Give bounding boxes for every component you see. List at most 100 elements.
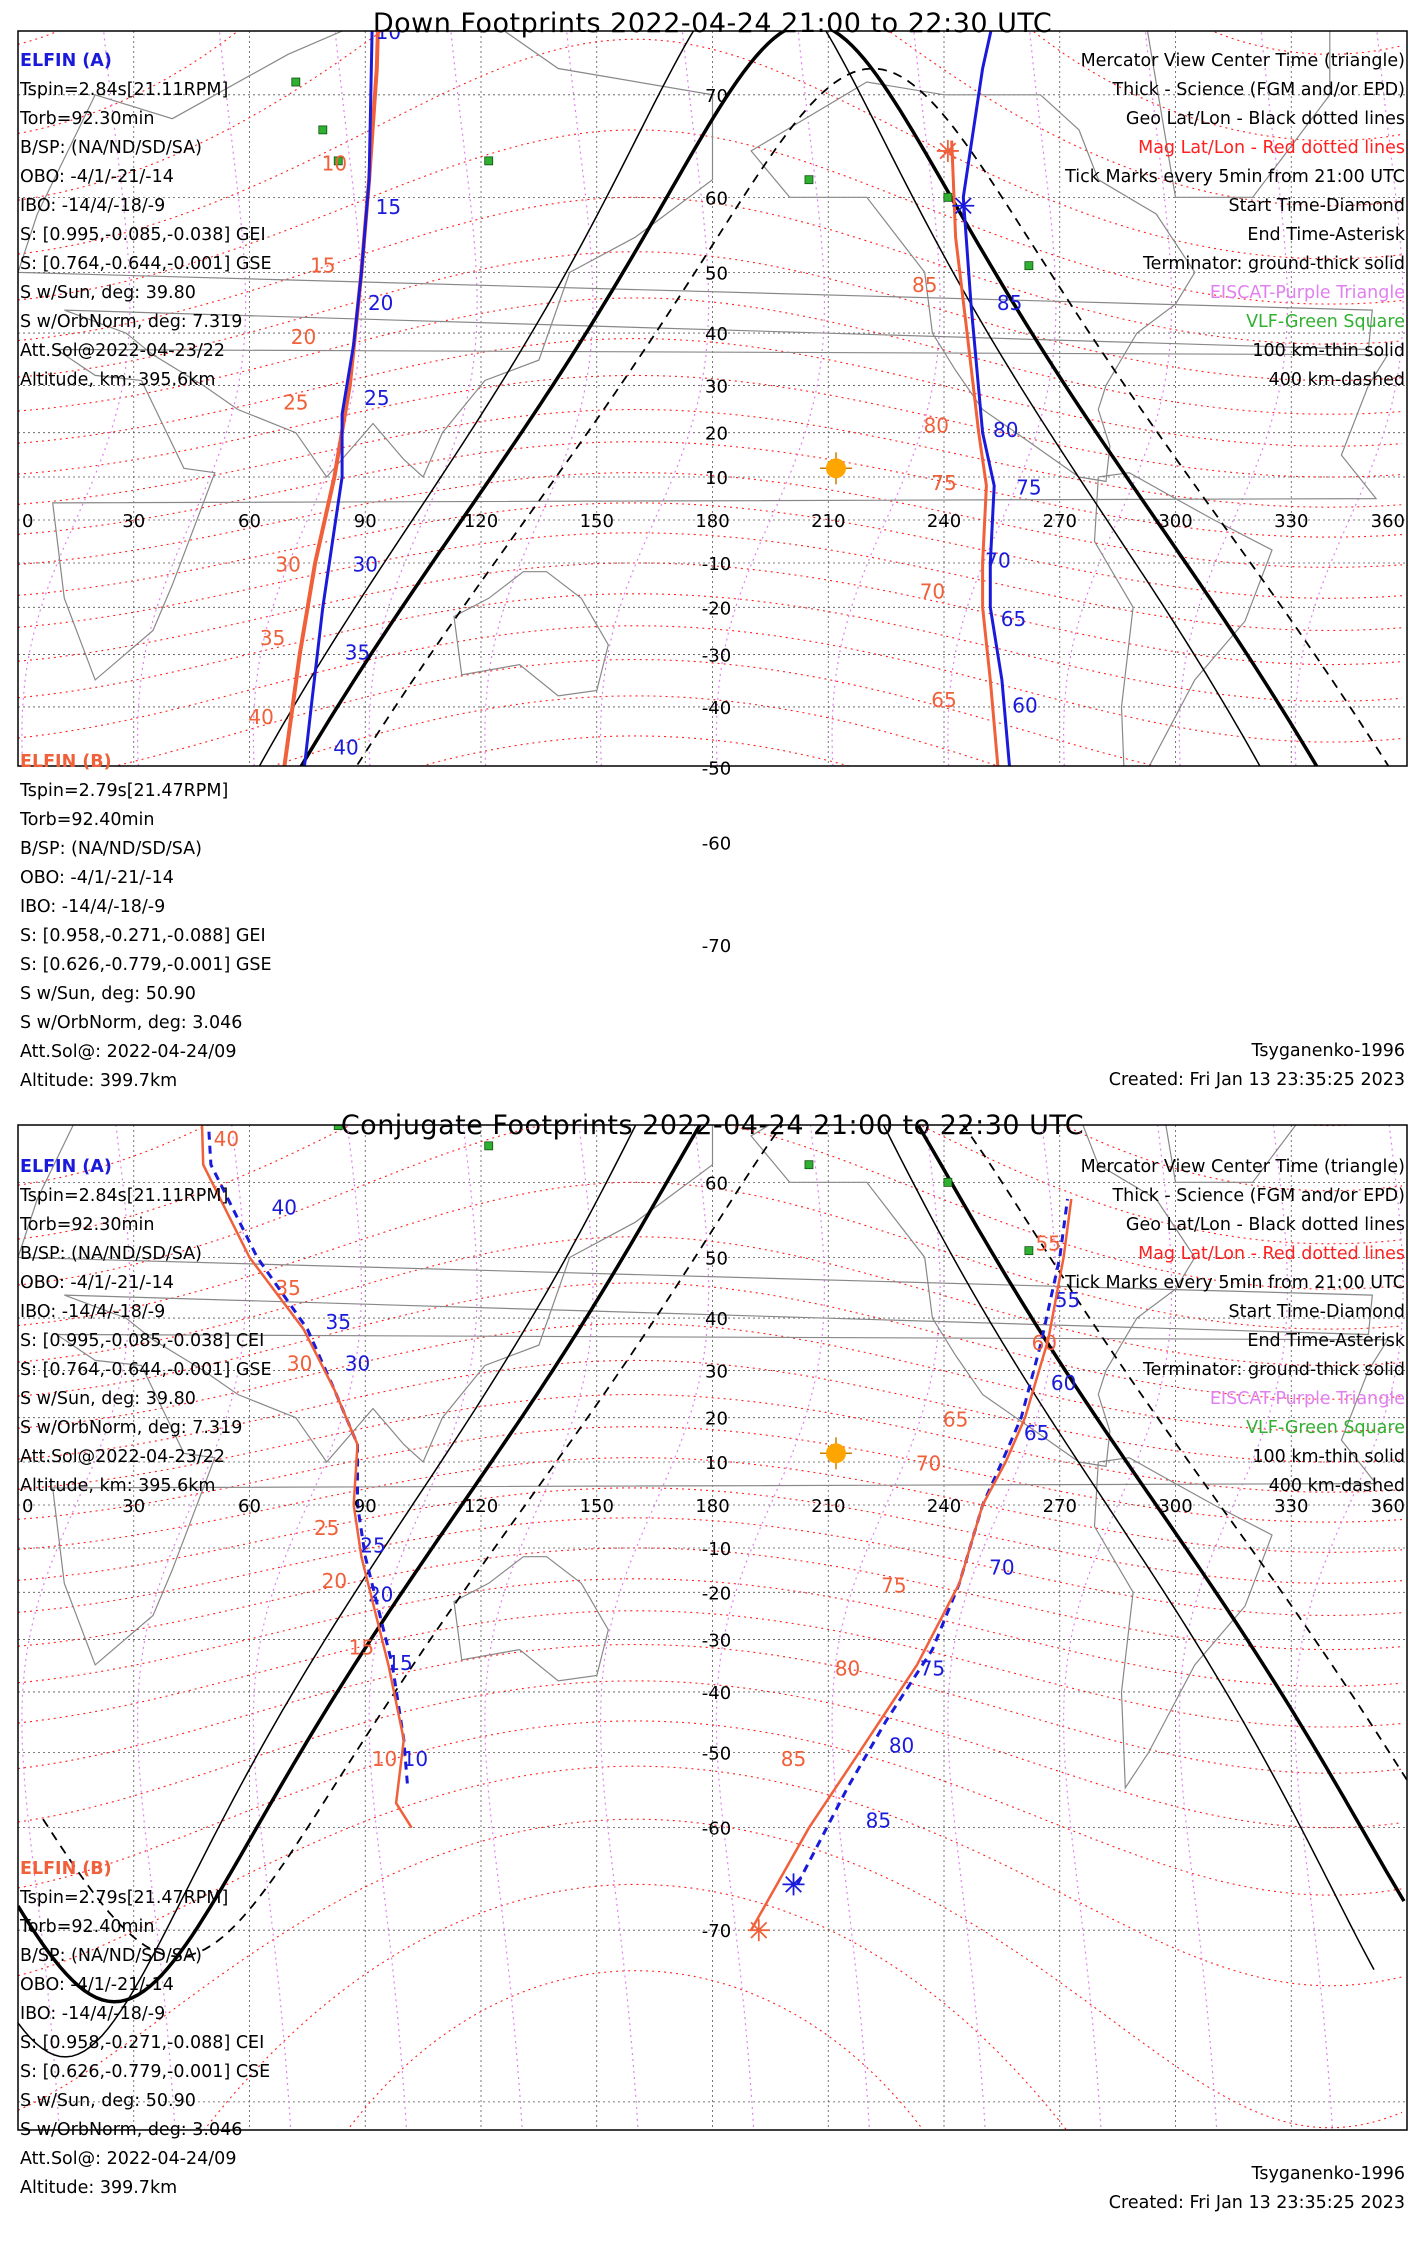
legend-item: Mag Lat/Lon - Red dotted lines [1138, 1244, 1405, 1264]
mag-lat-line [18, 338, 1403, 447]
mag-lat-line [18, 562, 1403, 666]
legend-item: Tick Marks every 5min from 21:00 UTC [1065, 1273, 1405, 1293]
sat-a-line: OBO: -4/1/-21/-14 [20, 167, 174, 187]
sat-b-tick-label: 35 [275, 1276, 300, 1300]
vlf-station-marker [318, 125, 328, 135]
mag-lon-line [1178, 1125, 1289, 2130]
sat-b-tick-label: 40 [248, 705, 273, 729]
sat-a-line: Torb=92.30min [20, 109, 155, 129]
sat-b-tick-label: 10 [372, 1747, 397, 1771]
coastline [453, 1556, 609, 1682]
legend-item: Start Time-Diamond [1228, 196, 1405, 216]
legend-item: 400 km-dashed [1268, 1476, 1405, 1496]
legend-item: 100 km-thin solid [1252, 1447, 1405, 1467]
mag-lat-line [18, 38, 1403, 260]
map-frame [17, 30, 1408, 767]
legend-item: VLF-Green Square [1246, 1418, 1405, 1438]
mag-lat-line [18, 1578, 1403, 1687]
lon-label: 330 [1274, 1496, 1308, 1517]
sat-a-tick-label: 30 [345, 1351, 370, 1375]
sat-a-line: S w/Sun, deg: 39.80 [20, 1389, 196, 1409]
legend-item: Start Time-Diamond [1228, 1302, 1405, 1322]
lon-label: 210 [811, 1496, 845, 1517]
mag-lat-line [18, 1517, 1403, 1617]
sat-b-tick-label: 75 [881, 1573, 906, 1597]
lat-label: 10 [705, 1453, 728, 1474]
created-stamp: Created: Fri Jan 13 23:35:25 2023 [1108, 1070, 1405, 1090]
sat-b-line: IBO: -14/4/-18/-9 [20, 2004, 166, 2024]
sat-a-line: B/SP: (NA/ND/SD/SA) [20, 1244, 202, 1264]
legend-item: 100 km-thin solid [1252, 341, 1405, 361]
sat-a-line: S: [0.995,-0.085,-0.038] GEI [20, 225, 266, 245]
model-info: Tsyganenko-1996 Created: Fri Jan 13 23:3… [1109, 1037, 1405, 1095]
sat-a-line: Tspin=2.84s[21.11RPM] [20, 80, 229, 100]
mercator-map: 1015202530354010152025303540556065707580… [17, 1124, 1408, 2131]
sun-icon [825, 458, 846, 479]
lat-label: 40 [705, 324, 728, 345]
sat-b-line: Att.Sol@: 2022-04-24/09 [20, 1042, 237, 1062]
lon-label: 330 [1274, 511, 1308, 532]
mag-lon-line [1062, 1125, 1173, 2130]
sat-a-tick-label: 55 [1055, 1288, 1080, 1312]
lat-label: -70 [702, 936, 731, 957]
mag-lat-line [18, 593, 1403, 702]
altitude-100km-line [18, 1125, 1375, 2058]
legend-item: Mag Lat/Lon - Red dotted lines [1138, 138, 1405, 158]
sat-a-tick-label: 45 [326, 860, 351, 884]
vlf-station-marker [333, 156, 343, 166]
legend-item: 400 km-dashed [1268, 370, 1405, 390]
sat-a-tick-label: 25 [360, 1533, 385, 1557]
mag-lon-line [484, 31, 594, 766]
sat-b-tick-label: 80 [835, 1657, 860, 1681]
sat-b-tick-label: 60 [943, 784, 968, 808]
lon-label: 150 [580, 1496, 614, 1517]
sat-a-line: S w/OrbNorm, deg: 7.319 [20, 1418, 243, 1438]
sat-a-tick-label: 35 [345, 641, 370, 665]
coastline [750, 1125, 1196, 1468]
mag-lat-line [18, 196, 1403, 345]
sat-b-line: Tspin=2.79s[21.47RPM] [20, 781, 229, 801]
legend-item: Geo Lat/Lon - Black dotted lines [1125, 109, 1405, 129]
vlf-station-marker [484, 1141, 494, 1151]
coastline [1093, 472, 1273, 766]
coastline [1146, 31, 1331, 198]
sat-a-tick-label: 40 [271, 1196, 296, 1220]
lat-label: -50 [702, 759, 731, 780]
sat-b-line: S: [0.958,-0.271,-0.088] CEI [20, 2033, 265, 2053]
sat-a-track-1 [302, 31, 374, 766]
mag-lat-line [18, 1765, 1403, 1987]
lat-label: -50 [702, 1744, 731, 1765]
sat-b-tick-label: 75 [931, 471, 956, 495]
legend-item: Mercator View Center Time (triangle) [1080, 1157, 1405, 1177]
lon-label: 300 [1158, 511, 1192, 532]
lat-label: 20 [705, 1409, 728, 1430]
sat-a-tick-label: 60 [1051, 1371, 1076, 1395]
lat-label: -10 [702, 1539, 731, 1560]
sat-b-tick-label: 15 [349, 1636, 374, 1660]
mag-lat-line [203, 1883, 1068, 2130]
legend-item: End Time-Asterisk [1247, 225, 1405, 245]
sat-b-line: S w/OrbNorm, deg: 3.046 [20, 2120, 243, 2140]
coastline [18, 31, 1373, 479]
mag-lat-line [18, 625, 1403, 743]
lat-label: 70 [705, 86, 728, 107]
sat-a-track-2 [796, 1198, 1069, 1886]
mag-lat-line [18, 297, 1403, 415]
vlf-station-marker [943, 1177, 953, 1187]
lon-label: 360 [1371, 511, 1405, 532]
mag-lat-line [18, 1125, 1403, 1245]
conjugate-footprints-panel: Conjugate Footprints 2022-04-24 21:00 to… [0, 1110, 1425, 2250]
lon-label: 120 [464, 1496, 498, 1517]
sat-b-tick-label: 30 [287, 1351, 312, 1375]
lon-label: 90 [354, 511, 377, 532]
sat-a-tick-label: 20 [368, 291, 393, 315]
lat-label: -40 [702, 1683, 731, 1704]
lat-label: 50 [705, 263, 728, 284]
sat-a-line: IBO: -14/4/-18/-9 [20, 1302, 166, 1322]
sat-b-tick-label: 60 [1032, 1331, 1057, 1355]
lat-label: -10 [702, 554, 731, 575]
sat-a-tick-label: 80 [889, 1734, 914, 1758]
lon-label: 60 [238, 511, 261, 532]
mag-lon-line [831, 1125, 941, 2130]
mag-lat-line [1298, 1125, 1362, 1127]
